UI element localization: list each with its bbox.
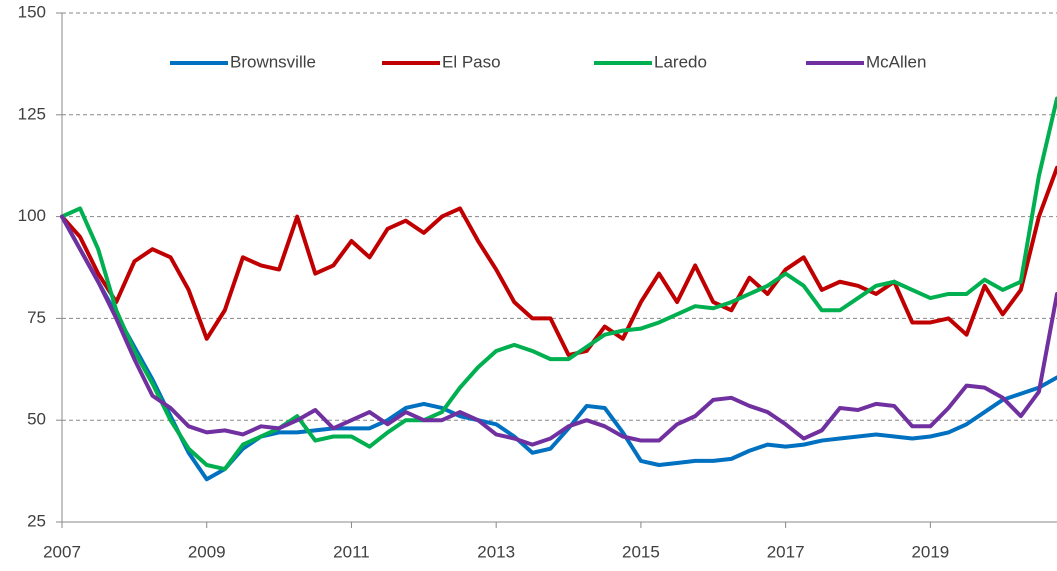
x-tick-label: 2007 (43, 542, 81, 561)
y-tick-label: 125 (18, 104, 46, 123)
series-line (60, 214, 1057, 447)
x-tick-label: 2017 (767, 542, 805, 561)
legend-label: Brownsville (230, 52, 316, 71)
series-line (60, 96, 1057, 472)
x-tick-label: 2011 (333, 542, 370, 561)
y-tick-label: 50 (27, 410, 46, 429)
y-tick-label: 25 (27, 511, 46, 530)
x-tick-label: 2009 (188, 542, 226, 561)
y-tick-label: 75 (27, 308, 46, 327)
x-tick-label: 2013 (477, 542, 515, 561)
legend-label: El Paso (442, 52, 501, 71)
series-line (60, 165, 1057, 358)
series-line (60, 214, 1057, 482)
y-tick-label: 150 (18, 2, 46, 21)
x-tick-label: 2015 (622, 542, 660, 561)
legend-label: McAllen (866, 52, 926, 71)
y-tick-label: 100 (18, 206, 46, 225)
x-tick-label: 2019 (911, 542, 949, 561)
legend-label: Laredo (654, 52, 707, 71)
